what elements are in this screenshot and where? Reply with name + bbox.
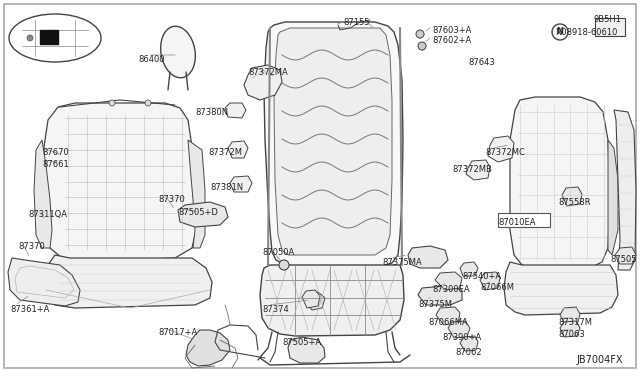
Polygon shape [560, 307, 580, 324]
Ellipse shape [9, 14, 101, 62]
Text: 87066MA: 87066MA [428, 318, 468, 327]
Text: JB7004FX: JB7004FX [576, 355, 623, 365]
Polygon shape [466, 160, 490, 180]
Text: 87661: 87661 [42, 160, 68, 169]
Polygon shape [186, 330, 230, 366]
Text: 87374: 87374 [262, 305, 289, 314]
Bar [595, 18, 625, 36]
Text: 87066M: 87066M [480, 283, 514, 292]
Bar [40, 30, 58, 44]
Ellipse shape [161, 26, 195, 78]
Polygon shape [225, 103, 246, 118]
Text: 87370: 87370 [18, 242, 45, 251]
Text: 86400: 86400 [138, 55, 164, 64]
Polygon shape [228, 141, 248, 158]
Text: 87311QA: 87311QA [28, 210, 67, 219]
Polygon shape [480, 272, 500, 290]
Polygon shape [305, 292, 325, 310]
Text: 87300EA: 87300EA [432, 285, 470, 294]
Text: N: N [557, 28, 563, 36]
Text: N08918-60610: N08918-60610 [555, 28, 618, 37]
Text: 87372MB: 87372MB [452, 165, 492, 174]
Text: 87505+A: 87505+A [282, 338, 321, 347]
Polygon shape [230, 176, 252, 192]
Polygon shape [8, 258, 80, 306]
Polygon shape [42, 103, 196, 262]
Polygon shape [44, 255, 212, 308]
Polygon shape [302, 290, 320, 308]
Text: 87361+A: 87361+A [10, 305, 49, 314]
Text: 87375M: 87375M [418, 300, 452, 309]
Circle shape [109, 100, 115, 106]
Text: 87370: 87370 [158, 195, 185, 204]
Circle shape [279, 260, 289, 270]
Polygon shape [418, 286, 462, 305]
Polygon shape [260, 265, 404, 336]
Text: 9B5H1: 9B5H1 [594, 15, 622, 24]
Polygon shape [504, 262, 618, 315]
Polygon shape [408, 246, 448, 268]
Text: 87602+A: 87602+A [432, 36, 471, 45]
Polygon shape [188, 140, 205, 248]
Bar [498, 213, 550, 227]
Text: 87372M: 87372M [208, 148, 242, 157]
Text: 87050A: 87050A [262, 248, 294, 257]
Text: 87375MA: 87375MA [382, 258, 422, 267]
Circle shape [416, 30, 424, 38]
Polygon shape [244, 65, 282, 100]
Text: 87155: 87155 [343, 18, 369, 27]
Text: 87063: 87063 [558, 330, 585, 339]
Polygon shape [488, 136, 514, 162]
Polygon shape [510, 97, 610, 268]
Polygon shape [34, 140, 52, 248]
Polygon shape [264, 22, 403, 267]
Text: 87603+A: 87603+A [432, 26, 472, 35]
Polygon shape [614, 110, 636, 270]
Text: 87390+A: 87390+A [442, 333, 481, 342]
Text: 87643: 87643 [468, 58, 495, 67]
Text: 87558R: 87558R [558, 198, 591, 207]
Text: 87317M: 87317M [558, 318, 592, 327]
Polygon shape [562, 187, 582, 206]
Text: 87505+D: 87505+D [178, 208, 218, 217]
Text: 87062: 87062 [455, 348, 482, 357]
Text: 87670: 87670 [42, 148, 68, 157]
Polygon shape [435, 272, 462, 290]
Polygon shape [560, 321, 580, 337]
Polygon shape [288, 337, 325, 363]
Circle shape [27, 35, 33, 41]
Circle shape [418, 42, 426, 50]
Text: 87372MA: 87372MA [248, 68, 288, 77]
Polygon shape [178, 202, 228, 227]
Polygon shape [615, 247, 636, 264]
Text: 87381N: 87381N [210, 183, 243, 192]
Polygon shape [448, 321, 470, 338]
Text: 87372MC: 87372MC [485, 148, 525, 157]
Text: 87540+A: 87540+A [462, 272, 501, 281]
Polygon shape [460, 262, 478, 276]
Circle shape [552, 24, 568, 40]
Polygon shape [436, 307, 460, 325]
Text: 87380N: 87380N [195, 108, 228, 117]
Text: 87017+A: 87017+A [158, 328, 197, 337]
Polygon shape [608, 140, 618, 255]
Text: 87010EA: 87010EA [498, 218, 536, 227]
Circle shape [145, 100, 151, 106]
Text: 87505: 87505 [610, 255, 637, 264]
Polygon shape [460, 336, 478, 351]
Polygon shape [274, 28, 392, 255]
